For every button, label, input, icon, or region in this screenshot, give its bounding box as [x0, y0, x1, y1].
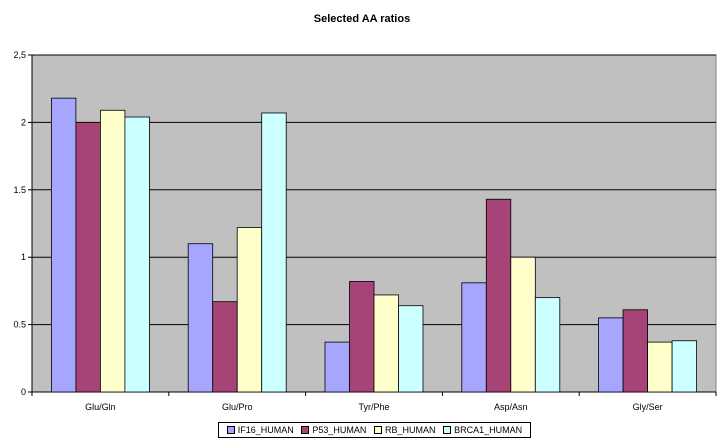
- bar-p53-human-glu-pro: [212, 301, 238, 393]
- bar-rb-human-asp-asn: [510, 256, 536, 393]
- bar-if16-human-glu-gln: [51, 97, 77, 393]
- legend-item: BRCA1_HUMAN: [443, 425, 522, 435]
- x-tick-label: Tyr/Phe: [358, 402, 389, 412]
- legend-item: RB_HUMAN: [374, 425, 436, 435]
- x-tick-label: Glu/Pro: [222, 402, 253, 412]
- bar-p53-human-glu-gln: [75, 122, 101, 393]
- legend-label: P53_HUMAN: [312, 425, 367, 435]
- legend-item: P53_HUMAN: [301, 425, 366, 435]
- legend-swatch: [301, 426, 310, 434]
- bar-brca1-human-asp-asn: [534, 297, 561, 393]
- y-tick-label: 2,5: [13, 50, 26, 60]
- legend-label: IF16_HUMAN: [237, 425, 294, 435]
- bar-if16-human-tyr-phe: [324, 341, 350, 393]
- y-tick-label: 0: [21, 387, 26, 397]
- bar-brca1-human-glu-pro: [261, 112, 287, 393]
- bar-brca1-human-glu-gln: [124, 116, 150, 393]
- bar-p53-human-gly-ser: [622, 309, 648, 393]
- chart-title: Selected AA ratios: [314, 13, 410, 25]
- y-tick-label: 1.5: [13, 185, 26, 195]
- legend-swatch: [443, 426, 452, 434]
- bar-if16-human-asp-asn: [461, 282, 487, 393]
- y-tick-label: 1: [21, 252, 26, 262]
- bar-p53-human-tyr-phe: [349, 281, 375, 393]
- legend-label: BRCA1_HUMAN: [454, 425, 523, 435]
- x-tick-label: Glu/Gln: [85, 402, 116, 412]
- bar-if16-human-gly-ser: [598, 317, 624, 393]
- x-tick-label: Asp/Asn: [494, 402, 528, 412]
- legend-item: IF16_HUMAN: [226, 425, 294, 435]
- bar-rb-human-glu-gln: [100, 109, 126, 393]
- bar-rb-human-tyr-phe: [373, 294, 399, 393]
- legend-swatch: [374, 426, 383, 434]
- bar-rb-human-glu-pro: [236, 227, 263, 393]
- legend-swatch: [226, 426, 235, 434]
- y-tick-label: 2: [21, 117, 26, 127]
- plot-area: 0 0.5 1 1.5 2 2,5 Glu/Gln Glu/Pro Tyr/Phe Asp/Asn…: [13, 50, 717, 412]
- y-tick-label: 0.5: [13, 320, 26, 330]
- bar-p53-human-asp-asn: [485, 198, 512, 393]
- bar-rb-human-gly-ser: [647, 341, 673, 393]
- x-tick-label: Gly/Ser: [633, 402, 663, 412]
- bar-brca1-human-tyr-phe: [398, 305, 424, 393]
- bar-brca1-human-gly-ser: [671, 340, 697, 393]
- legend: IF16_HUMAN P53_HUMAN RB_HUMAN BRCA1_HUMAN: [218, 422, 531, 438]
- bar-if16-human-glu-pro: [187, 243, 214, 393]
- legend-label: RB_HUMAN: [385, 425, 436, 435]
